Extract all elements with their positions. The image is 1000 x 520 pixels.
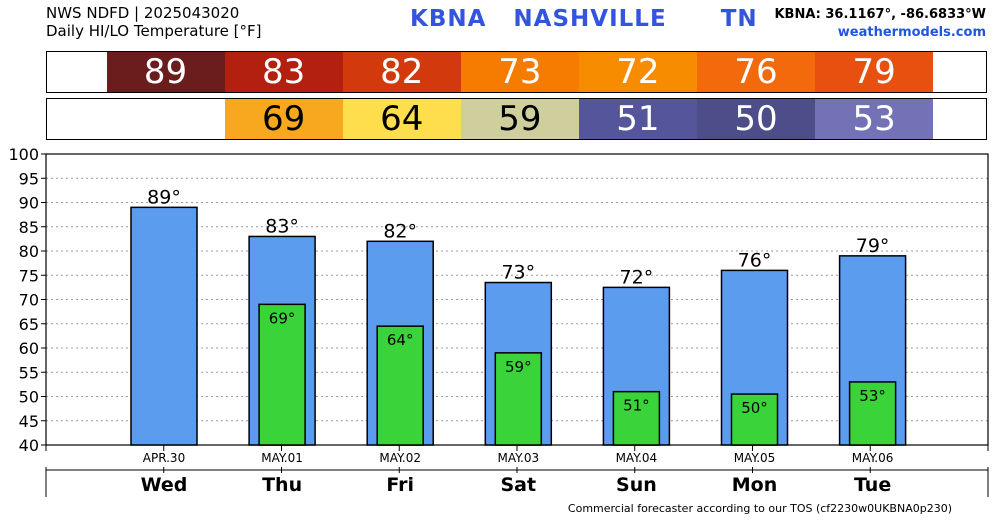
- footer-note: Commercial forecaster according to our T…: [567, 502, 952, 515]
- high-temp-label: 82°: [383, 220, 417, 242]
- high-temp-label: 72°: [620, 266, 654, 288]
- low-temp-bar: [494, 352, 543, 446]
- low-temp-bar: [258, 303, 306, 446]
- site-link[interactable]: weathermodels.com: [837, 25, 986, 40]
- low-temp-bar: [376, 325, 424, 446]
- x-day-label: Sun: [616, 474, 657, 496]
- y-tick-label: 100: [8, 145, 39, 164]
- x-date-label: MAY.04: [616, 451, 658, 465]
- low-temp-band-cell: 53: [815, 99, 934, 139]
- high-temp-band-cell: 73: [460, 52, 579, 92]
- low-temp-band-cell: 50: [697, 99, 816, 139]
- y-tick-label: 65: [19, 315, 39, 334]
- x-day-label: Mon: [732, 474, 778, 496]
- low-temp-label: 59°: [505, 358, 532, 376]
- x-date-label: MAY.05: [734, 451, 776, 465]
- y-tick-label: 85: [19, 218, 39, 237]
- high-temp-label: 79°: [856, 235, 890, 257]
- y-tick-label: 45: [19, 412, 39, 431]
- high-temp-band-cell: 82: [342, 52, 461, 92]
- x-day-label: Thu: [262, 474, 302, 496]
- low-temp-label: 69°: [269, 309, 296, 327]
- x-date-label: MAY.02: [379, 451, 421, 465]
- low-temp-band-cell: 64: [342, 99, 461, 139]
- low-temp-label: 51°: [623, 397, 650, 415]
- y-tick-label: 95: [19, 169, 39, 188]
- low-temp-label: 64°: [387, 331, 414, 349]
- y-tick-label: 70: [19, 291, 39, 310]
- y-tick-label: 75: [19, 266, 39, 285]
- low-temp-bar: [730, 393, 779, 446]
- x-date-label: APR.30: [143, 451, 185, 465]
- y-tick-label: 50: [19, 388, 39, 407]
- x-day-label: Fri: [386, 474, 414, 496]
- x-date-label: MAY.01: [261, 451, 303, 465]
- chart-title: Daily HI/LO Temperature [°F]: [46, 22, 262, 40]
- x-date-label: MAY.06: [852, 451, 894, 465]
- low-temp-label: 53°: [859, 387, 886, 405]
- high-temp-bar: [130, 206, 198, 446]
- station-title: KBNA NASHVILLE TN: [410, 6, 758, 32]
- x-date-label: MAY.03: [497, 451, 539, 465]
- x-day-label: Tue: [854, 474, 891, 496]
- y-tick-label: 60: [19, 339, 39, 358]
- high-temp-band-cell: 72: [578, 52, 697, 92]
- y-tick-label: 55: [19, 363, 39, 382]
- station-coords: KBNA: 36.1167°, -86.6833°W: [774, 7, 986, 22]
- high-temp-band: 89 83 82 73 72 76 79: [46, 51, 987, 93]
- header-right: KBNA: 36.1167°, -86.6833°W weathermodels…: [774, 6, 986, 42]
- low-temp-band-cell: 59: [460, 99, 579, 139]
- low-temp-label: 50°: [741, 399, 768, 417]
- low-temp-band: 69 64 59 51 50 53: [46, 98, 987, 140]
- low-temp-bar: [612, 390, 661, 446]
- x-day-label: Sat: [501, 474, 537, 496]
- high-temp-band-cell: 76: [697, 52, 816, 92]
- y-tick-label: 40: [19, 436, 39, 455]
- model-run-label: NWS NDFD | 2025043020: [46, 4, 240, 22]
- high-temp-band-cell: 89: [106, 52, 225, 92]
- high-temp-label: 89°: [147, 186, 181, 208]
- low-temp-band-cell: 69: [224, 99, 343, 139]
- high-temp-band-cell: 83: [224, 52, 343, 92]
- header-left: NWS NDFD | 2025043020 Daily HI/LO Temper…: [46, 4, 262, 40]
- high-temp-label: 83°: [265, 215, 299, 237]
- low-temp-bar: [848, 381, 897, 446]
- x-day-label: Wed: [141, 474, 188, 496]
- high-temp-label: 76°: [738, 249, 772, 271]
- high-temp-band-cell: 79: [815, 52, 934, 92]
- y-tick-label: 90: [19, 194, 39, 213]
- low-temp-band-cell: 51: [578, 99, 697, 139]
- high-temp-label: 73°: [501, 262, 535, 284]
- y-tick-label: 80: [19, 242, 39, 261]
